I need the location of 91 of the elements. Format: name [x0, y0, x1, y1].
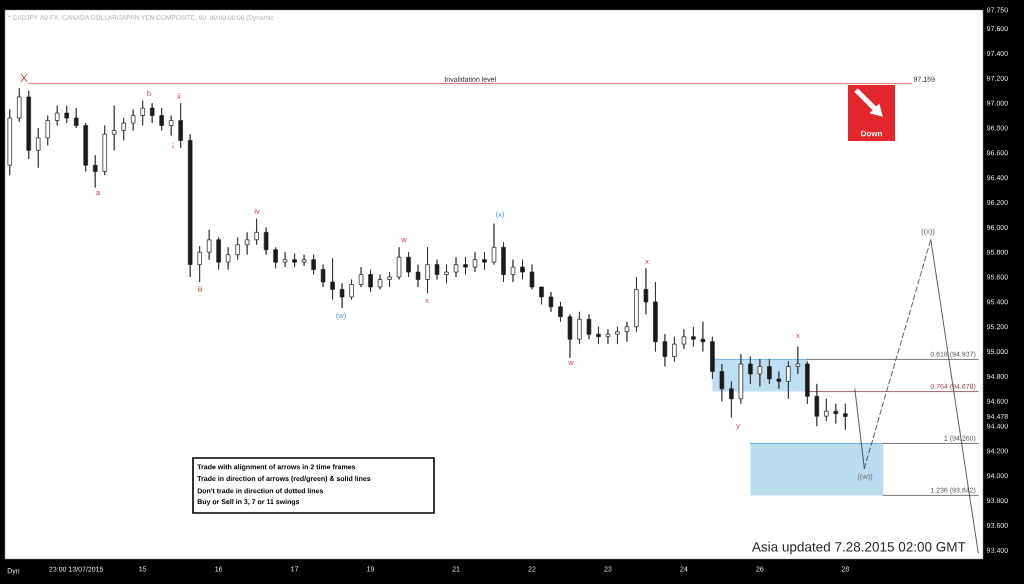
- candlestick: [548, 291, 554, 313]
- candlestick: [415, 264, 421, 288]
- candlestick: [54, 105, 60, 126]
- candlestick: [719, 363, 725, 402]
- candlestick: [558, 301, 563, 323]
- candlestick: [168, 115, 174, 136]
- candlestick: [710, 336, 715, 380]
- candlestick: [235, 236, 240, 261]
- candlestick: [368, 269, 373, 293]
- candlestick: [377, 274, 383, 290]
- candlestick: [254, 218, 259, 246]
- candlestick: [311, 254, 316, 275]
- candlestick: [263, 227, 269, 256]
- candlestick: [301, 254, 307, 267]
- candlestick: [396, 246, 402, 280]
- candlestick: [187, 133, 193, 278]
- annotation: Asia updated 7.28.2015 02:00 GMT: [751, 541, 966, 555]
- candlestick: [282, 251, 288, 268]
- candlestick: [795, 346, 801, 375]
- candlestick: [320, 264, 326, 288]
- candlestick: [159, 107, 164, 131]
- candlestick: [130, 109, 136, 131]
- candlestick: [292, 253, 297, 268]
- candlestick: [444, 264, 449, 284]
- candlestick: [691, 326, 696, 347]
- candlestick: [330, 258, 335, 300]
- candlestick: [567, 313, 573, 359]
- candlestick: [634, 276, 639, 333]
- candlestick: [586, 313, 592, 340]
- candlestick: [140, 100, 145, 126]
- candlestick: [729, 381, 734, 418]
- candlestick: [672, 336, 677, 362]
- candlestick: [17, 87, 22, 123]
- candlestick: [425, 246, 430, 294]
- candlestick: [73, 107, 79, 129]
- candlestick: [814, 383, 820, 427]
- candlestick: [472, 251, 478, 273]
- candlestick: [748, 356, 753, 385]
- candlestick: [805, 361, 810, 405]
- candlestick: [26, 90, 31, 160]
- candlestick: [700, 321, 706, 352]
- candlestick: [92, 154, 98, 188]
- annotation: Down: [861, 130, 882, 137]
- candlestick: [520, 259, 525, 280]
- candlestick: [358, 266, 364, 288]
- candlestick: [833, 403, 839, 424]
- candlestick: [216, 236, 221, 270]
- candlestick: [111, 105, 117, 151]
- candlestick: [596, 326, 601, 345]
- candlestick: [453, 256, 459, 278]
- candlestick: [824, 398, 829, 422]
- candlestick: [206, 229, 212, 261]
- candlestick: [662, 333, 668, 367]
- candlestick: [529, 264, 535, 290]
- candlestick: [577, 311, 582, 345]
- candlestick: [102, 125, 107, 176]
- candlestick: [843, 403, 848, 431]
- candlestick: [767, 358, 772, 385]
- annotation: X: [20, 74, 28, 82]
- candlestick: [539, 286, 544, 305]
- candlestick: [121, 117, 126, 141]
- candlestick: [482, 251, 487, 270]
- candlestick: [45, 115, 50, 146]
- candlestick: [225, 246, 231, 270]
- candlestick: [349, 279, 354, 300]
- candlestick: [605, 328, 611, 345]
- candlestick: [35, 127, 41, 169]
- candlestick: [501, 241, 506, 283]
- candlestick: [510, 259, 516, 283]
- candlestick: [197, 245, 202, 283]
- candlestick: [64, 105, 69, 124]
- candlestick: [244, 231, 250, 256]
- candlestick: [643, 268, 649, 315]
- candlestick: [339, 282, 345, 309]
- candlestick: [738, 353, 744, 405]
- candlestick: [387, 271, 392, 288]
- candlestick: [406, 251, 411, 278]
- candlestick: [463, 256, 468, 275]
- candlestick: [434, 259, 440, 280]
- candlestick: [653, 281, 658, 352]
- candlestick: [757, 358, 763, 387]
- candlestick: [786, 361, 791, 400]
- candlestick: [615, 326, 620, 345]
- candlestick: [178, 102, 183, 149]
- candlestick: [624, 321, 630, 342]
- candlestick: [776, 371, 782, 390]
- candlestick: [83, 122, 88, 172]
- candlestick: [273, 246, 278, 269]
- candlestick: [149, 102, 155, 124]
- candlestick: [681, 328, 687, 350]
- candlestick: [491, 223, 497, 265]
